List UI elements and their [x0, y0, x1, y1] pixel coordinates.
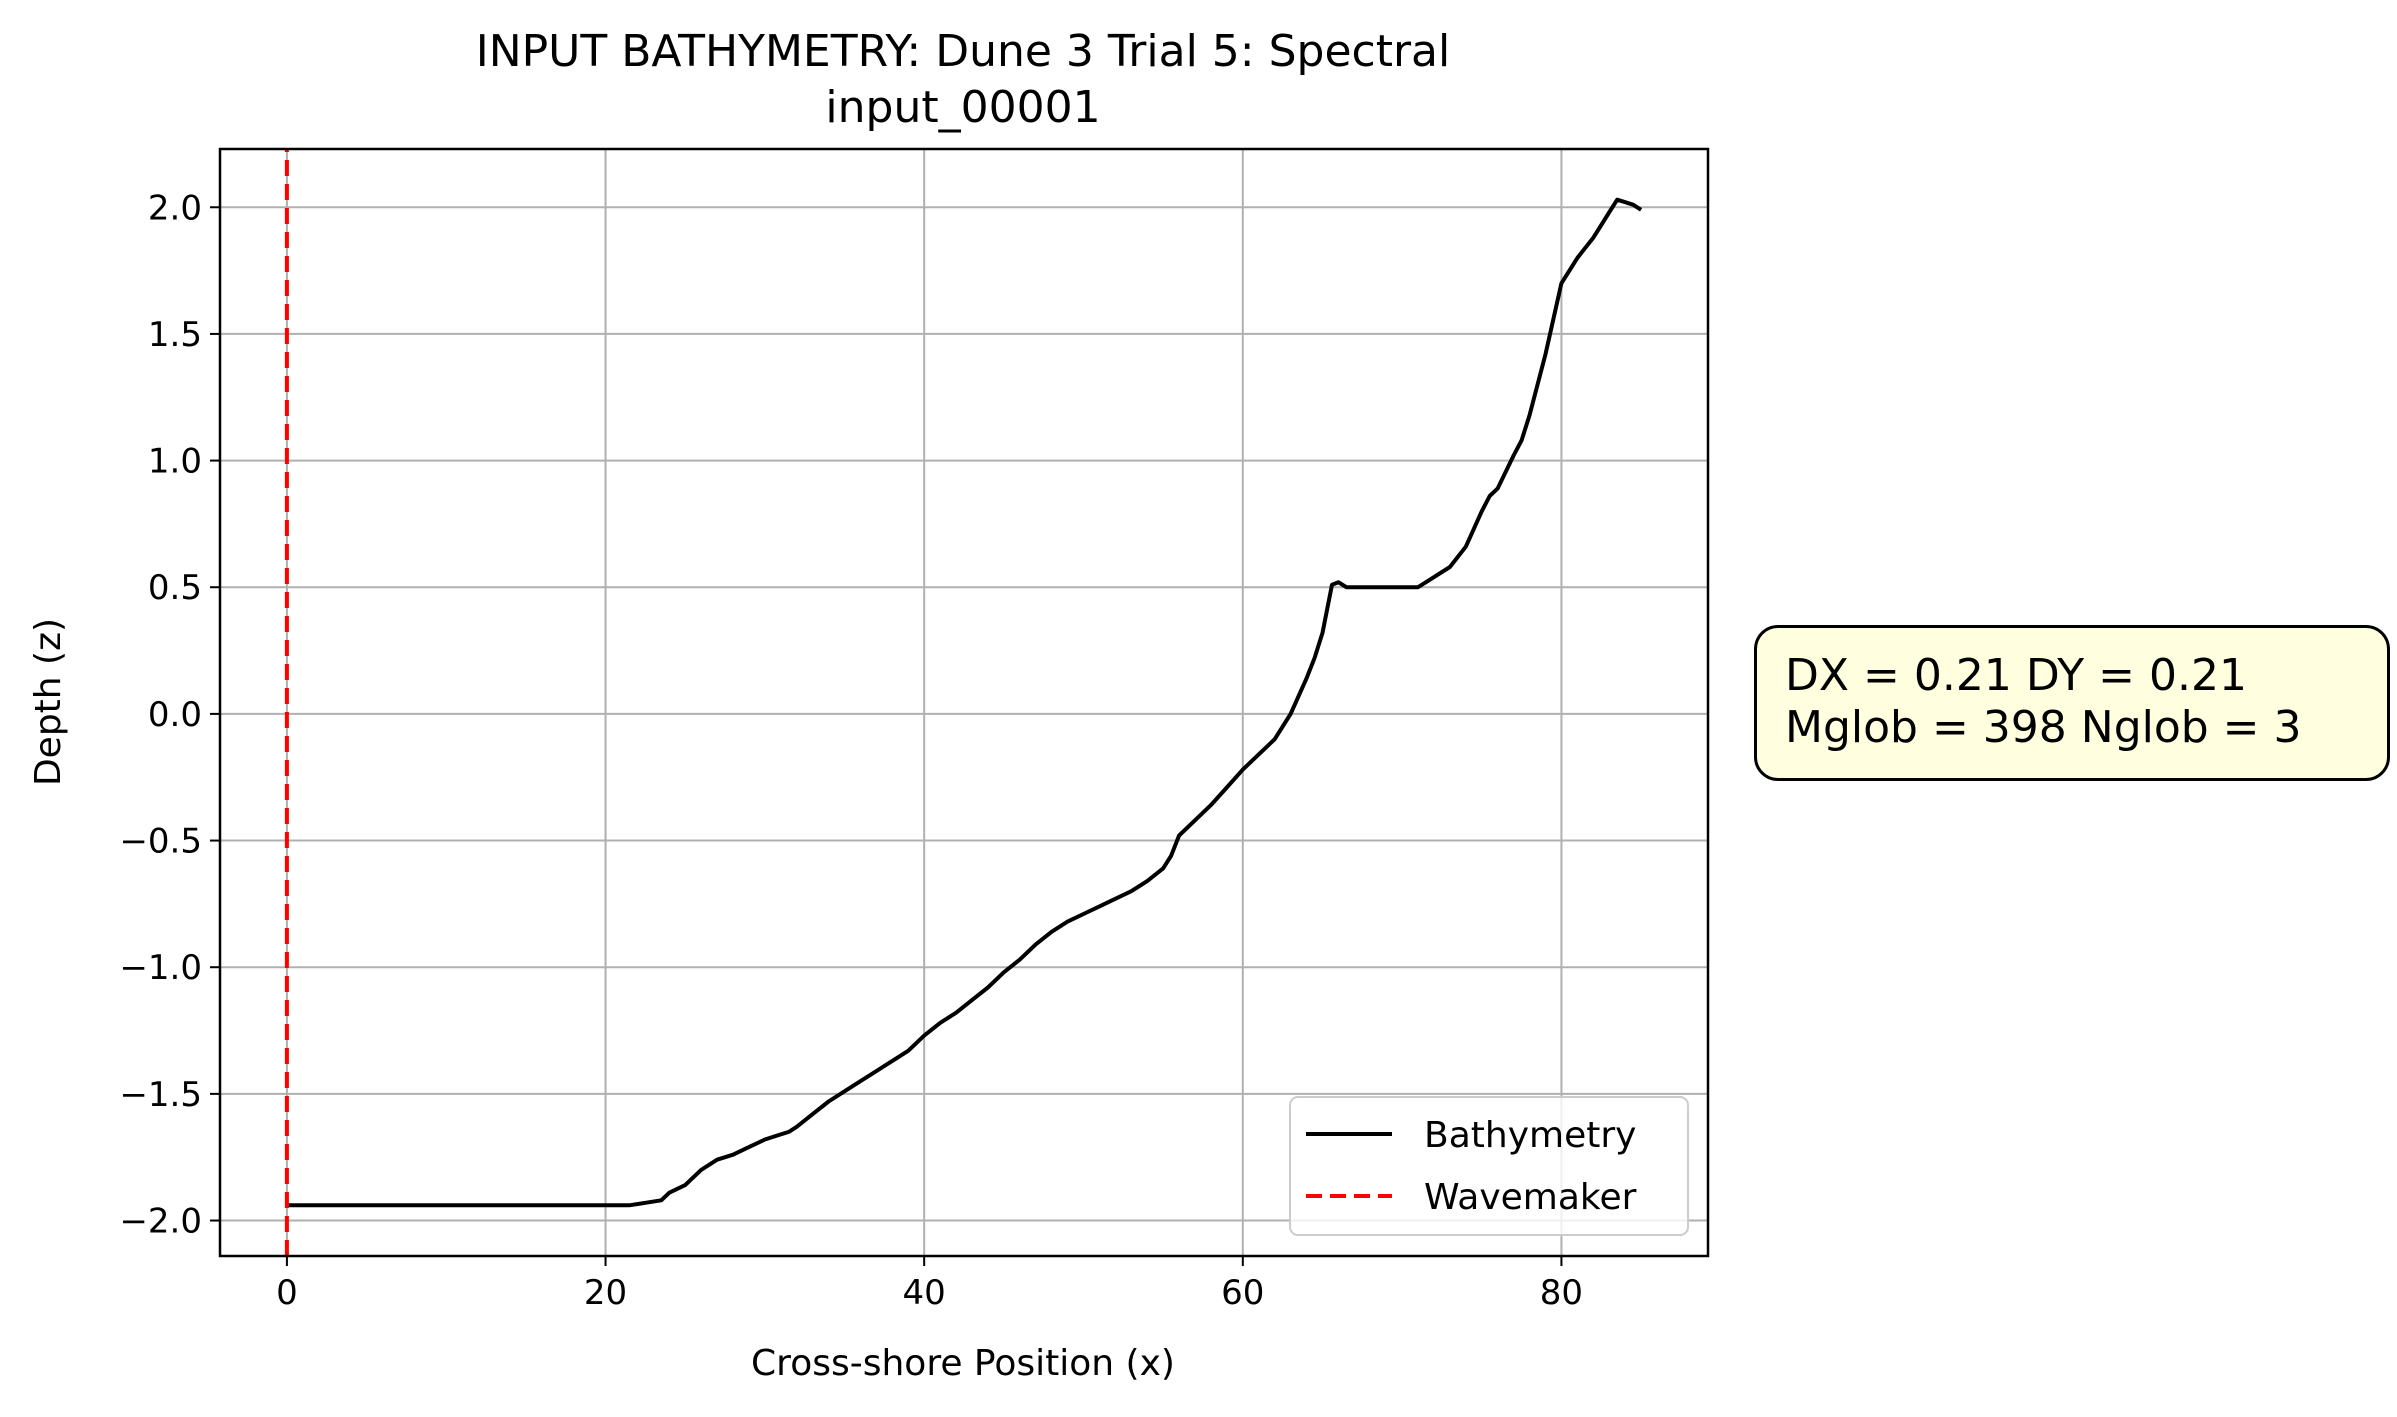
x-tick-label: 20 [584, 1273, 627, 1313]
y-tick-label: −1.5 [119, 1075, 202, 1115]
y-tick-label: 0.5 [148, 568, 202, 608]
y-tick-label: −0.5 [119, 822, 202, 862]
legend: Bathymetry Wavemaker [1289, 1096, 1689, 1236]
legend-label-wavemaker: Wavemaker [1424, 1177, 1637, 1218]
grid-dimensions-text: Mglob = 398 Nglob = 3 [1785, 702, 2302, 753]
chart-title: INPUT BATHYMETRY: Dune 3 Trial 5: Spectr… [476, 26, 1451, 77]
grid-lines [220, 149, 1708, 1256]
grid-info-box: DX = 0.21 DY = 0.21 Mglob = 398 Nglob = … [1754, 625, 2390, 781]
x-axis-label: Cross-shore Position (x) [751, 1343, 1175, 1384]
y-tick-label: 1.5 [148, 315, 202, 355]
series-line-bathymetry [286, 197, 1643, 1208]
y-tick-label: 0.0 [148, 695, 202, 735]
grid-spacing-text: DX = 0.21 DY = 0.21 [1785, 650, 2247, 701]
chart-subtitle: input_00001 [825, 82, 1100, 133]
y-tick-label: −1.0 [119, 948, 202, 988]
series-layer [284, 149, 1643, 1256]
tick-layer: 0 20 40 60 80 −2.0 −1.5 −1.0 −0.5 0.0 0.5 1.0 1.5 2.0 [119, 188, 1583, 1313]
plot-frame [218, 147, 1710, 1258]
legend-label-bathymetry: Bathymetry [1424, 1115, 1636, 1156]
y-tick-label: 1.0 [148, 442, 202, 482]
x-tick-label: 80 [1540, 1273, 1583, 1313]
y-tick-label: 2.0 [148, 188, 202, 228]
x-tick-label: 0 [276, 1273, 298, 1313]
y-axis-label: Depth (z) [28, 618, 69, 786]
x-tick-label: 40 [903, 1273, 946, 1313]
x-tick-label: 60 [1221, 1273, 1264, 1313]
legend-frame [1289, 1096, 1689, 1236]
y-tick-label: −2.0 [119, 1202, 202, 1242]
